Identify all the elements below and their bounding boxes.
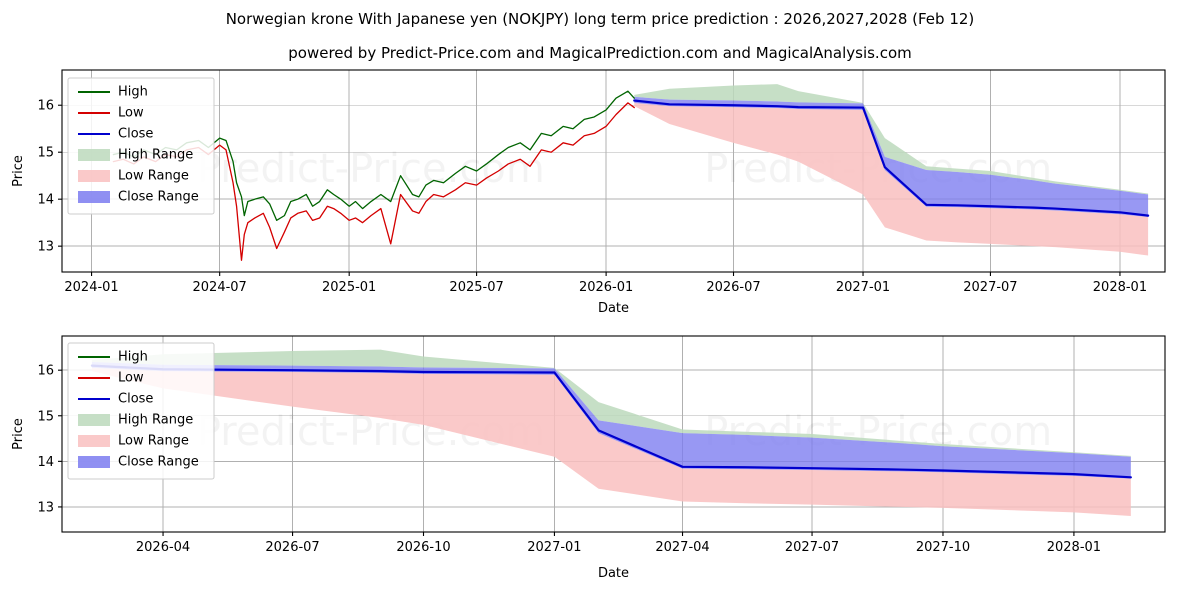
low-range-band (634, 102, 1149, 256)
low-history-line (112, 102, 635, 261)
legend-item[interactable]: High Range (78, 413, 193, 428)
legend-patch-swatch (78, 191, 110, 203)
x-tick-label: 2027-01 (527, 540, 581, 555)
legend-item-label: High Range (118, 413, 193, 428)
x-tick-label: 2027-01 (836, 280, 890, 295)
x-tick-label: 2024-07 (193, 280, 247, 295)
y-tick-label: 16 (37, 99, 54, 114)
y-axis-title: Price (11, 418, 26, 450)
close-range-band (634, 96, 1149, 218)
x-tick-label: 2026-01 (579, 280, 633, 295)
legend-item[interactable]: Close (78, 392, 153, 407)
y-axis: 13 14 15 16 (37, 99, 62, 255)
plot-area (112, 84, 1150, 261)
y-tick-label: 15 (37, 146, 54, 161)
high-range-band (634, 84, 1149, 195)
legend-item-label: Low (118, 371, 144, 386)
close-forecast-line (90, 364, 1132, 479)
y-axis-title: Price (11, 155, 26, 187)
high-history-line (112, 90, 635, 221)
x-tick-label: 2027-10 (916, 540, 970, 555)
legend-patch-swatch (78, 414, 110, 426)
legend-item[interactable]: Low (78, 106, 144, 121)
x-tick-label: 2024-01 (64, 280, 118, 295)
legend-item[interactable]: Close (78, 127, 153, 142)
x-tick-label: 2028-01 (1047, 540, 1101, 555)
legend-patch-swatch (78, 435, 110, 447)
x-tick-label: 2026-07 (706, 280, 760, 295)
axis-frame (61, 69, 1166, 273)
axis-frame (61, 335, 1166, 533)
chart-legend: High Low Close High Range Low Range Close Ran… (67, 342, 215, 480)
y-axis: 13 14 15 16 (37, 364, 62, 515)
x-tick-label: 2028-01 (1093, 280, 1147, 295)
figure-title: Norwegian krone With Japanese yen (NOKJP… (225, 10, 975, 28)
y-tick-label: 13 (37, 500, 54, 515)
x-tick-label: 2026-10 (396, 540, 450, 555)
legend-item-label: High (118, 350, 148, 365)
y-tick-label: 14 (37, 193, 54, 208)
legend-item[interactable]: Close Range (78, 455, 199, 470)
legend-patch-swatch (78, 170, 110, 182)
y-tick-label: 14 (37, 455, 54, 470)
x-tick-label: 2027-07 (963, 280, 1017, 295)
legend-item-label: High (118, 85, 148, 100)
close-forecast-line (633, 99, 1150, 217)
y-tick-label: 16 (37, 364, 54, 379)
x-tick-label: 2026-04 (136, 540, 190, 555)
low-range-band (91, 367, 1131, 517)
legend-item[interactable]: Close Range (78, 190, 199, 205)
legend-item-label: Low Range (118, 434, 189, 449)
legend-item-label: Low Range (118, 169, 189, 184)
x-tick-label: 2027-04 (655, 540, 709, 555)
x-tick-label: 2026-07 (265, 540, 319, 555)
legend-item[interactable]: High (78, 350, 148, 365)
chart-legend: High Low Close High Range Low Range Close Ran… (67, 77, 215, 215)
legend-item-label: Close Range (118, 455, 199, 470)
x-axis: 2026-04 2026-07 2026-10 2027-01 2027-04 2027-… (136, 532, 1101, 555)
legend-patch-swatch (78, 456, 110, 468)
watermark-label: Predict-Price.com (197, 146, 545, 192)
legend-patch-swatch (78, 149, 110, 161)
y-tick-label: 15 (37, 409, 54, 424)
legend-item[interactable]: Low Range (78, 169, 189, 184)
x-axis-title: Date (598, 301, 629, 316)
legend-item[interactable]: Low (78, 371, 144, 386)
x-tick-label: 2027-07 (785, 540, 839, 555)
close-range-band (91, 361, 1131, 479)
legend-item-label: High Range (118, 148, 193, 163)
legend-item-label: Close (118, 392, 153, 407)
figure-subtitle: powered by Predict-Price.com and Magical… (288, 44, 912, 62)
y-tick-label: 13 (37, 240, 54, 255)
legend-item-label: Low (118, 106, 144, 121)
x-tick-label: 2025-01 (322, 280, 376, 295)
legend-item-label: Close (118, 127, 153, 142)
x-axis: 2024-01 2024-07 2025-01 2025-07 2026-01 2026-… (64, 272, 1147, 295)
legend-item[interactable]: High Range (78, 148, 193, 163)
x-axis-title: Date (598, 566, 629, 581)
legend-item-label: Close Range (118, 190, 199, 205)
legend-item[interactable]: Low Range (78, 434, 189, 449)
legend-item[interactable]: High (78, 85, 148, 100)
x-tick-label: 2025-07 (449, 280, 503, 295)
